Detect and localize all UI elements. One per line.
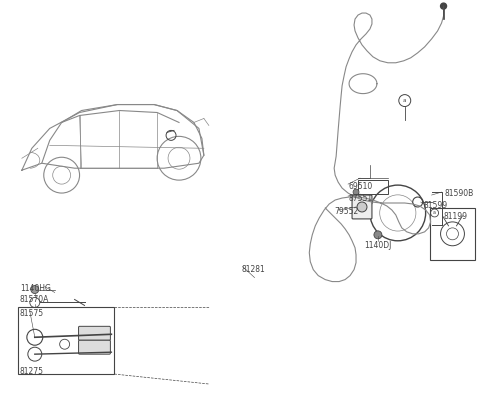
Circle shape [374, 231, 382, 239]
Text: 1140HG: 1140HG [20, 284, 51, 293]
Text: 81281: 81281 [241, 265, 265, 274]
Text: 81570A: 81570A [20, 295, 49, 304]
Circle shape [357, 202, 367, 212]
Text: 81575: 81575 [20, 309, 44, 318]
Text: 81199: 81199 [444, 212, 468, 221]
Circle shape [441, 3, 446, 9]
Text: a: a [403, 98, 407, 103]
FancyBboxPatch shape [352, 195, 372, 219]
Text: 87551: 87551 [348, 194, 372, 203]
Text: 69510: 69510 [348, 182, 372, 191]
FancyBboxPatch shape [79, 340, 110, 354]
Text: 81275: 81275 [20, 367, 44, 376]
Bar [18, 307, 114, 374]
Circle shape [31, 286, 39, 293]
Text: 81599: 81599 [424, 201, 448, 210]
Text: a: a [433, 210, 436, 215]
Text: 81590B: 81590B [444, 189, 474, 198]
Text: 79552: 79552 [334, 207, 359, 216]
Bar [430, 208, 475, 260]
Circle shape [353, 189, 359, 195]
FancyBboxPatch shape [79, 326, 110, 340]
Text: 1140DJ: 1140DJ [364, 241, 391, 250]
